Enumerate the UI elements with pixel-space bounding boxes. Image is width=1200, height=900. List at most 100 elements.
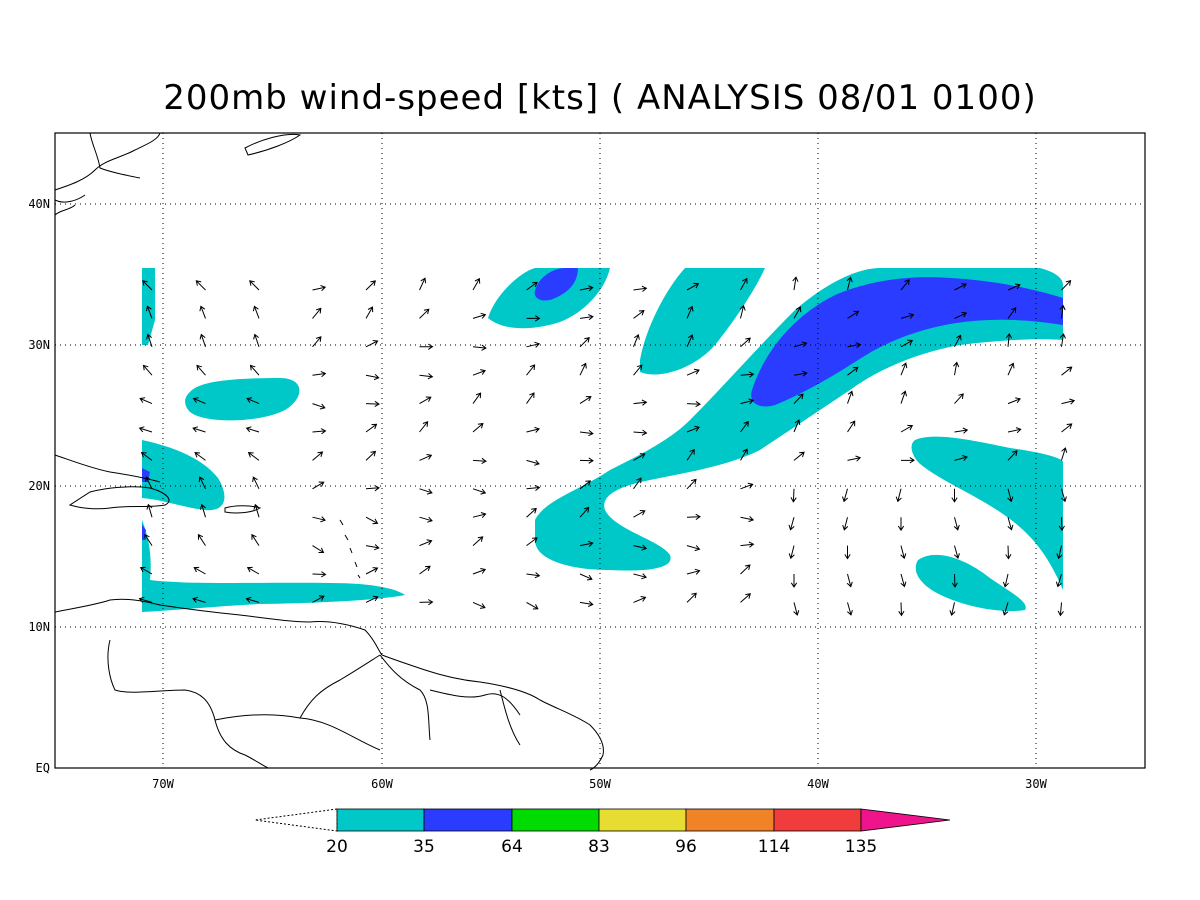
- wind-arrow: [1007, 362, 1015, 376]
- wind-arrow: [579, 540, 594, 547]
- wind-arrow: [579, 506, 590, 518]
- lon-label-60w: 60W: [371, 777, 393, 791]
- wind-arrow: [1007, 488, 1014, 503]
- wind-arrow: [419, 277, 427, 291]
- wind-arrow: [579, 573, 593, 581]
- colorbar-label-83: 83: [588, 837, 610, 857]
- wind-arrow: [686, 425, 700, 433]
- colorbar-label-114: 114: [758, 837, 790, 857]
- wind-arrow: [686, 334, 694, 348]
- wind-arrow: [847, 310, 860, 319]
- wind-arrow: [139, 397, 153, 405]
- wind-arrow: [140, 452, 153, 461]
- wind-arrow: [1005, 332, 1013, 347]
- wind-arrow: [526, 572, 541, 579]
- wind-arrow: [686, 282, 700, 291]
- wind-arrow: [197, 533, 206, 546]
- wind-arrow: [365, 567, 379, 575]
- wind-arrow: [953, 517, 960, 531]
- wind-arrow: [633, 453, 646, 461]
- lon-label-70w: 70W: [152, 777, 174, 791]
- wind-arrow: [252, 305, 260, 319]
- wind-arrow: [633, 310, 645, 319]
- contour-region-east-small: [915, 554, 1026, 612]
- wind-arrow: [365, 450, 377, 461]
- wind-arrow: [793, 306, 802, 319]
- wind-arrow: [633, 364, 643, 376]
- wind-arrow: [472, 312, 487, 319]
- wind-arrow: [365, 306, 374, 319]
- wind-arrow: [1059, 333, 1066, 347]
- wind-arrow: [847, 420, 856, 433]
- wind-arrow: [419, 308, 430, 319]
- contour-region-diagonal-jet: [535, 268, 1063, 571]
- wind-arrow: [954, 455, 968, 462]
- wind-arrow: [633, 429, 648, 436]
- wind-arrow: [579, 600, 594, 607]
- wind-arrow: [953, 361, 960, 376]
- wind-arrow: [472, 369, 486, 376]
- wind-arrow: [846, 573, 853, 588]
- wind-arrow: [419, 421, 429, 433]
- wind-arrow: [954, 311, 968, 319]
- coastline-lesser-antilles: [339, 519, 361, 579]
- wind-arrow: [686, 545, 701, 552]
- wind-arrow: [312, 428, 327, 435]
- wind-arrow: [472, 344, 487, 351]
- wind-arrow: [793, 451, 805, 461]
- wind-arrow: [740, 420, 749, 433]
- wind-arrow: [419, 565, 431, 575]
- wind-arrow: [790, 488, 797, 503]
- wind-arrow: [312, 481, 325, 490]
- wind-arrow: [740, 337, 751, 348]
- wind-arrow: [846, 276, 853, 291]
- wind-arrow: [792, 276, 799, 291]
- wind-arrow: [312, 451, 324, 461]
- lon-label-30w: 30W: [1025, 777, 1047, 791]
- wind-arrow: [900, 424, 914, 433]
- lat-label-10n: 10N: [28, 620, 50, 634]
- wind-arrow: [365, 544, 380, 551]
- wind-arrow: [472, 512, 487, 519]
- wind-arrow: [846, 602, 853, 616]
- wind-arrow: [740, 277, 748, 291]
- longitude-labels: 70W 60W 50W 40W 30W: [152, 777, 1047, 791]
- lon-label-40w: 40W: [807, 777, 829, 791]
- wind-arrow: [788, 517, 795, 531]
- wind-arrow: [192, 426, 206, 433]
- wind-arrow: [138, 426, 153, 433]
- colorbar-label-35: 35: [413, 837, 435, 857]
- wind-arrow: [365, 516, 379, 525]
- wind-arrow: [526, 601, 539, 610]
- wind-arrow: [579, 457, 594, 464]
- wind-arrow: [472, 277, 481, 291]
- map-gridlines: [55, 133, 1145, 768]
- contour-region-caribbean-south: [142, 520, 405, 612]
- lat-label-30n: 30N: [28, 338, 50, 352]
- wind-arrow: [144, 533, 153, 546]
- wind-arrow: [472, 536, 484, 546]
- wind-arrow: [526, 392, 535, 404]
- wind-arrow: [951, 573, 958, 588]
- wind-arrow: [194, 452, 206, 461]
- wind-arrow: [419, 454, 433, 461]
- wind-arrow: [472, 488, 487, 495]
- wind-arrow: [365, 595, 379, 603]
- wind-arrow: [686, 448, 695, 461]
- wind-arrow: [138, 596, 153, 603]
- contour-core-north-central: [534, 268, 578, 301]
- wind-arrow: [145, 305, 153, 319]
- wind-arrow: [900, 457, 915, 464]
- contour-region-north-east-band: [640, 268, 765, 375]
- wind-arrow: [472, 568, 487, 575]
- wind-arrow: [198, 476, 206, 490]
- wind-arrow: [633, 333, 640, 347]
- wind-arrow: [954, 427, 969, 434]
- wind-arrow: [526, 484, 541, 491]
- wind-arrow: [253, 333, 260, 347]
- colorbar-bin-83-96: [598, 808, 687, 832]
- wind-arrow: [1007, 397, 1021, 405]
- wind-arrow: [1055, 573, 1062, 588]
- colorbar-bin-114-135: [773, 808, 862, 832]
- wind-arrow: [790, 574, 798, 588]
